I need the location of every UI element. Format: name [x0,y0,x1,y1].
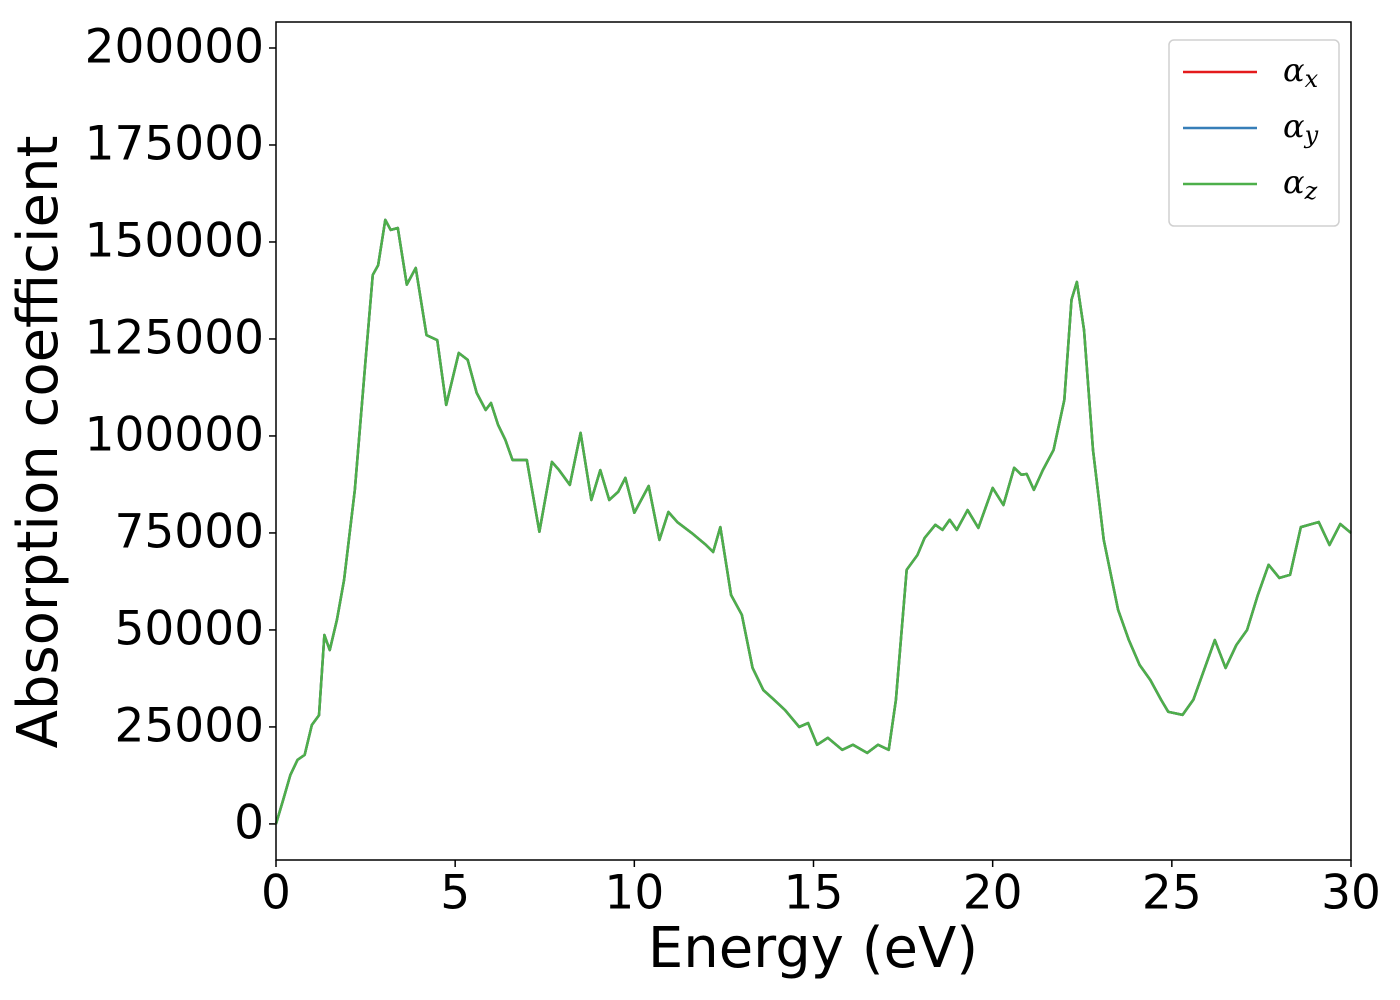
plot-frame [275,21,1352,861]
y-tick-label: 125000 [85,310,264,365]
x-tick-label: 30 [1321,866,1381,921]
legend-box [1168,39,1340,227]
legend-label: αz [1283,163,1318,205]
x-tick-label: 5 [440,866,470,921]
y-tick-label: 175000 [85,116,264,171]
y-tick-label: 200000 [85,19,264,74]
y-axis-label: Absorption coefficient [6,136,71,749]
x-tick-label: 0 [261,866,291,921]
y-tick-label: 150000 [85,213,264,268]
legend-label: αx [1283,51,1319,93]
y-tick-label: 25000 [114,698,264,753]
y-tick-label: 75000 [114,504,264,559]
x-tick-label: 25 [1142,866,1202,921]
x-tick-label: 20 [963,866,1023,921]
y-tick-label: 0 [234,795,264,850]
y-tick-label: 50000 [114,601,264,656]
data-line [274,218,1352,825]
y-tick-label: 100000 [85,407,264,462]
x-axis-label: Energy (eV) [648,916,978,981]
legend-label: αy [1283,107,1319,149]
x-tick-label: 10 [604,866,664,921]
x-tick-label: 15 [784,866,844,921]
